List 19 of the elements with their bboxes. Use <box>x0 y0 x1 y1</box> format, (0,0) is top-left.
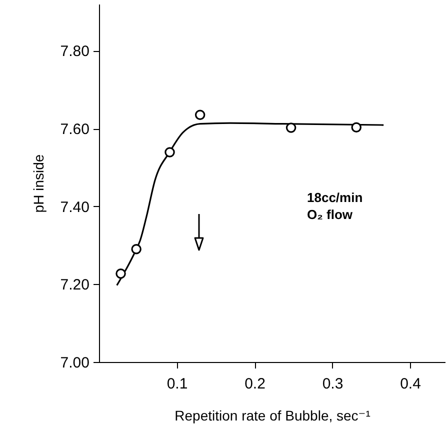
y-tick-label: 7.80 <box>60 43 90 60</box>
y-tick-label: 7.00 <box>60 354 90 372</box>
point <box>194 110 206 120</box>
y-tick-label: 7.60 <box>60 121 90 138</box>
line-series <box>116 122 384 286</box>
point <box>286 122 296 133</box>
y-tick-label: 7.40 <box>60 198 90 216</box>
x-tick-label: 0.3 <box>322 376 344 392</box>
x-axis-title: Repetition rate of Bubble, sec⁻¹ <box>174 408 371 424</box>
x-tick-label: 0.4 <box>400 376 421 392</box>
y-axis-title: pH inside <box>30 154 46 213</box>
point <box>116 268 126 279</box>
point <box>164 147 175 158</box>
point <box>131 244 142 254</box>
x-tick-label: 0.1 <box>166 376 188 392</box>
annotation: 18cc/min O₂ flow <box>307 190 363 222</box>
point <box>351 122 362 132</box>
x-tick-label: 0.2 <box>244 376 266 392</box>
y-tick-label: 7.20 <box>60 276 90 294</box>
